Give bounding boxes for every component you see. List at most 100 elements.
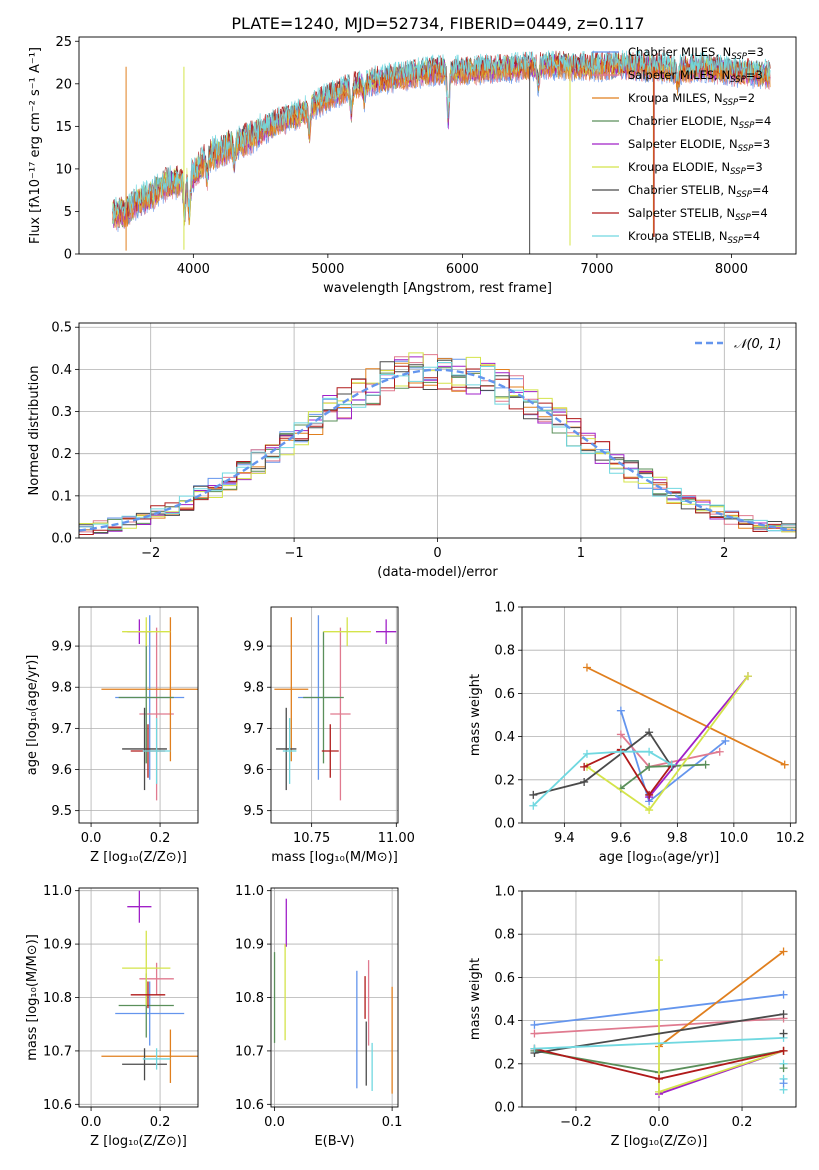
y-tick-label: 0.2 xyxy=(51,447,72,462)
y-tick-label: 0.4 xyxy=(494,730,515,745)
y-axis-label: Normed distribution xyxy=(27,366,42,496)
plot-frame xyxy=(78,606,199,824)
weight-marker xyxy=(715,747,724,756)
y-tick-label: 10.9 xyxy=(43,938,72,953)
y-tick-label: 9.9 xyxy=(243,640,264,655)
plot-area xyxy=(271,607,398,823)
plot-content xyxy=(529,663,789,815)
x-tick-label: 11.00 xyxy=(378,831,415,846)
x-tick-label: 5000 xyxy=(311,262,344,277)
panel-age_vs_Z: 0.0 0.2 9.5 9.6 9.7 9.8 9.9 Z [log₁₀(Z/Z⊙)] age … xyxy=(25,606,199,865)
legend: Chabrier MILES, NSSP=3 Salpeter MILES, NS… xyxy=(592,45,771,246)
weight-marker xyxy=(580,777,589,786)
weight-marker xyxy=(655,1087,663,1096)
plot-area xyxy=(522,607,796,823)
weight-marker xyxy=(645,762,654,771)
plot-frame xyxy=(78,887,199,1108)
legend-entry: Salpeter STELIB, NSSP=4 xyxy=(628,206,768,223)
x-tick-label: 8000 xyxy=(715,262,748,277)
weight-marker xyxy=(780,760,789,769)
weight-marker xyxy=(645,747,654,756)
weight-marker xyxy=(530,1020,539,1029)
weight-marker xyxy=(645,790,654,799)
y-tick-label: 0.2 xyxy=(494,773,515,788)
legend-entry: Kroupa STELIB, NSSP=4 xyxy=(628,229,760,246)
legend-entry: Salpeter MILES, NSSP=3 xyxy=(628,68,763,85)
weight-marker xyxy=(616,706,625,715)
y-tick-label: 10.7 xyxy=(43,1044,72,1059)
x-tick-label: 0.2 xyxy=(150,1115,171,1130)
plot-content xyxy=(101,615,198,801)
weight-marker xyxy=(529,801,538,810)
weight-marker xyxy=(701,760,710,769)
y-tick-label: 10.9 xyxy=(235,938,264,953)
weight-marker xyxy=(779,1079,788,1088)
plot-content xyxy=(273,898,393,1094)
figure-title: PLATE=1240, MJD=52734, FIBERID=0449, z=0… xyxy=(231,14,644,33)
weight-marker xyxy=(580,762,589,771)
y-tick-label: 9.8 xyxy=(51,681,72,696)
weight-marker xyxy=(616,730,625,739)
plot-content xyxy=(101,890,198,1083)
y-tick-label: 11.0 xyxy=(235,884,264,899)
y-axis-label: Flux [fλ10⁻¹⁷ erg cm⁻² s⁻¹ A⁻¹] xyxy=(28,47,43,244)
panel-weight_vs_age: 9.4 9.6 9.8 10.0 10.2 0.0 0.2 0.4 0.6 0.8 1.0 age [… xyxy=(468,601,805,866)
plot-frame xyxy=(270,606,399,824)
plot-frame xyxy=(270,887,399,1108)
weight-series-line xyxy=(583,748,673,797)
x-tick-label: 6000 xyxy=(446,262,479,277)
x-tick-label: 9.6 xyxy=(611,831,632,846)
y-tick-label: 9.6 xyxy=(51,763,72,778)
x-tick-label: 10.2 xyxy=(776,831,805,846)
x-tick-label: 0.0 xyxy=(264,1115,285,1130)
y-tick-label: 0.2 xyxy=(494,1057,515,1072)
weight-marker xyxy=(655,1074,663,1083)
x-tick-label: 0 xyxy=(433,546,441,561)
x-tick-label: 0.0 xyxy=(649,1115,670,1130)
y-tick-label: 0.4 xyxy=(51,363,72,378)
panel-mass_vs_ebv: 0.0 0.1 10.6 10.7 10.8 10.9 11.0 E(B-V) xyxy=(235,884,402,1149)
panel-weight_vs_Z: −0.2 0.0 0.2 0.0 0.2 0.4 0.6 0.8 1.0 Z [log₁₀(Z/Z… xyxy=(468,885,797,1149)
y-tick-label: 10.6 xyxy=(43,1098,72,1113)
plot-content xyxy=(112,50,771,254)
weight-marker xyxy=(779,1010,788,1019)
spectrum-series-line xyxy=(112,50,771,224)
weight-series-line xyxy=(533,730,673,796)
weight-marker xyxy=(530,1029,539,1038)
y-tick-label: 0.3 xyxy=(51,405,72,420)
histogram-series xyxy=(79,362,796,534)
weight-series-line xyxy=(534,1037,784,1050)
y-tick-label: 1.0 xyxy=(494,601,515,616)
weight-marker xyxy=(645,728,654,737)
x-tick-label: 2 xyxy=(720,546,728,561)
y-tick-label: 10.6 xyxy=(235,1098,264,1113)
x-tick-label: 9.4 xyxy=(554,831,575,846)
y-tick-label: 0 xyxy=(64,248,72,263)
legend-entry: Chabrier MILES, NSSP=3 xyxy=(628,45,764,62)
weight-marker xyxy=(779,947,788,956)
x-axis-label: Z [log₁₀(Z/Z⊙)] xyxy=(90,850,187,865)
y-tick-label: 0.0 xyxy=(494,817,515,832)
y-tick-label: 10.8 xyxy=(43,991,72,1006)
x-tick-label: 0.0 xyxy=(81,831,102,846)
weight-marker xyxy=(743,672,752,681)
y-tick-label: 9.6 xyxy=(243,763,264,778)
y-tick-label: 25 xyxy=(55,35,72,50)
x-tick-label: 0.1 xyxy=(382,1115,403,1130)
y-tick-label: 20 xyxy=(55,77,72,92)
legend-entry: Chabrier STELIB, NSSP=4 xyxy=(628,183,769,200)
normal-curve xyxy=(79,368,794,532)
y-tick-label: 9.7 xyxy=(243,722,264,737)
plot-frame xyxy=(78,322,797,539)
weight-marker xyxy=(529,790,538,799)
x-tick-label: 0.0 xyxy=(81,1115,102,1130)
weight-marker xyxy=(721,736,730,745)
y-axis-label: mass [log₁₀(M/M⊙)] xyxy=(25,934,40,1061)
y-tick-label: 1.0 xyxy=(494,885,515,900)
weight-series-line xyxy=(586,666,786,766)
x-tick-label: −0.2 xyxy=(560,1115,592,1130)
x-tick-label: −2 xyxy=(141,546,160,561)
weight-marker xyxy=(616,747,625,756)
weight-marker xyxy=(779,1029,788,1038)
